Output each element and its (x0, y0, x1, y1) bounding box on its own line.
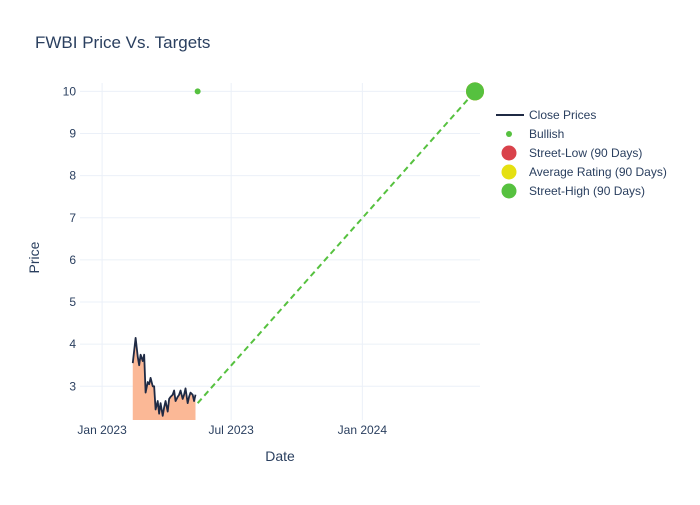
legend-swatch-street-low-90-days (501, 145, 517, 161)
legend-swatch-bullish (506, 131, 512, 137)
x-tick-label: Jan 2024 (338, 423, 388, 437)
y-tick-label: 3 (69, 379, 76, 393)
bullish-point (194, 88, 201, 95)
y-tick-label: 9 (69, 127, 76, 141)
y-tick-label: 6 (69, 253, 76, 267)
x-axis-title: Date (265, 448, 295, 464)
y-tick-label: 7 (69, 211, 76, 225)
legend-swatch-average-rating-90-days (501, 164, 517, 180)
close-price-area (132, 337, 196, 420)
street-high-90-days-point (466, 82, 485, 101)
chart-title: FWBI Price Vs. Targets (35, 33, 211, 52)
y-axis-title: Price (26, 241, 42, 273)
legend-label-average-rating-90-days: Average Rating (90 Days) (529, 165, 667, 179)
legend-label-close-prices: Close Prices (529, 108, 596, 122)
close-price-line (131, 336, 197, 417)
legend-label-bullish: Bullish (529, 127, 564, 141)
price-target-projection-line (196, 90, 476, 404)
y-tick-label: 10 (63, 84, 77, 98)
legend-swatch-street-high-90-days (501, 183, 517, 199)
x-tick-label: Jan 2023 (77, 423, 127, 437)
legend-label-street-low-90-days: Street-Low (90 Days) (529, 146, 642, 160)
y-tick-label: 5 (69, 295, 76, 309)
x-tick-label: Jul 2023 (208, 423, 254, 437)
y-tick-label: 4 (69, 337, 76, 351)
legend-label-street-high-90-days: Street-High (90 Days) (529, 184, 645, 198)
y-tick-label: 8 (69, 169, 76, 183)
